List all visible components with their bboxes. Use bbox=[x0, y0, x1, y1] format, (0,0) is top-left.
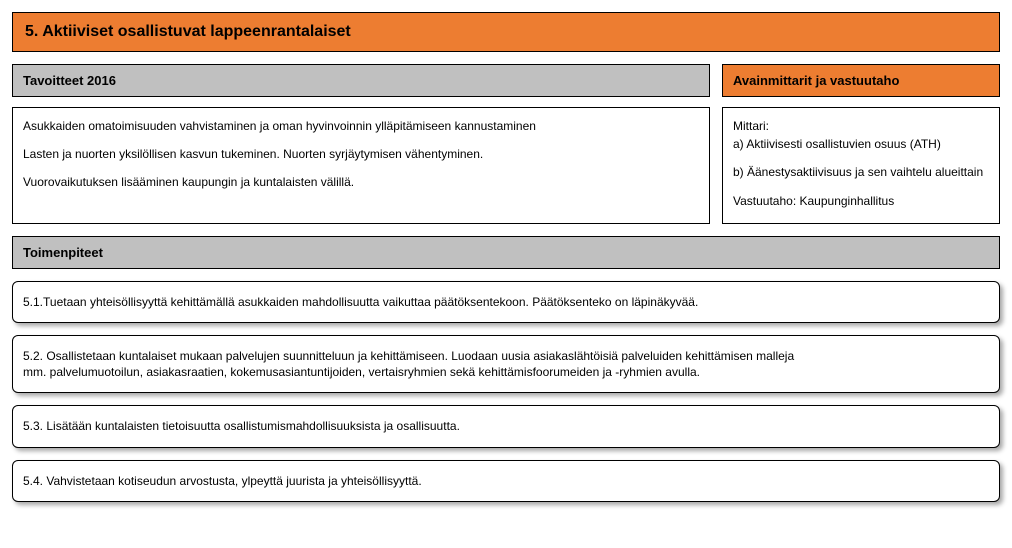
action-item: 5.4. Vahvistetaan kotiseudun arvostusta,… bbox=[12, 460, 1000, 502]
metrics-header: Avainmittarit ja vastuutaho bbox=[722, 64, 1000, 97]
goals-line: Asukkaiden omatoimisuuden vahvistaminen … bbox=[23, 118, 699, 134]
metrics-line: Vastuutaho: Kaupunginhallitus bbox=[733, 193, 989, 209]
goals-line: Lasten ja nuorten yksilöllisen kasvun tu… bbox=[23, 146, 699, 162]
goals-body: Asukkaiden omatoimisuuden vahvistaminen … bbox=[12, 107, 710, 224]
actions-header: Toimenpiteet bbox=[12, 236, 1000, 269]
action-item: 5.1.Tuetaan yhteisöllisyyttä kehittämäll… bbox=[12, 281, 1000, 323]
goals-line: Vuorovaikutuksen lisääminen kaupungin ja… bbox=[23, 174, 699, 190]
metrics-line: b) Äänestysaktiivisuus ja sen vaihtelu a… bbox=[733, 164, 989, 180]
page-root: 5. Aktiiviset osallistuvat lappeenrantal… bbox=[12, 12, 1000, 502]
goals-column: Tavoitteet 2016 Asukkaiden omatoimisuude… bbox=[12, 64, 710, 224]
metrics-line: Mittari: bbox=[733, 118, 989, 134]
action-item: 5.3. Lisätään kuntalaisten tietoisuutta … bbox=[12, 405, 1000, 447]
metrics-body: Mittari: a) Aktiivisesti osallistuvien o… bbox=[722, 107, 1000, 224]
top-row: Tavoitteet 2016 Asukkaiden omatoimisuude… bbox=[12, 64, 1000, 224]
metrics-line: a) Aktiivisesti osallistuvien osuus (ATH… bbox=[733, 136, 989, 152]
metrics-column: Avainmittarit ja vastuutaho Mittari: a) … bbox=[722, 64, 1000, 224]
goals-header: Tavoitteet 2016 bbox=[12, 64, 710, 97]
section-title: 5. Aktiiviset osallistuvat lappeenrantal… bbox=[12, 12, 1000, 52]
action-item: 5.2. Osallistetaan kuntalaiset mukaan pa… bbox=[12, 335, 1000, 393]
